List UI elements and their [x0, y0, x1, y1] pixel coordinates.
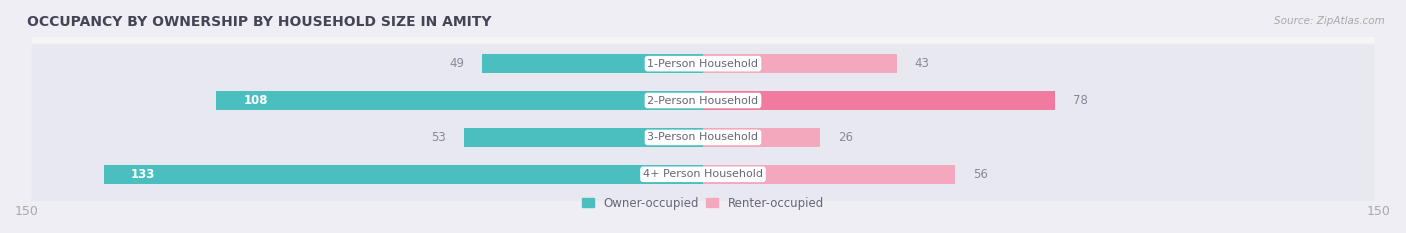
- Text: 43: 43: [915, 57, 929, 70]
- Text: 56: 56: [973, 168, 988, 181]
- Text: OCCUPANCY BY OWNERSHIP BY HOUSEHOLD SIZE IN AMITY: OCCUPANCY BY OWNERSHIP BY HOUSEHOLD SIZE…: [27, 15, 492, 29]
- Bar: [703, 165, 956, 184]
- Text: 133: 133: [131, 168, 155, 181]
- Text: 53: 53: [432, 131, 446, 144]
- Text: 4+ Person Household: 4+ Person Household: [643, 169, 763, 179]
- Text: 78: 78: [1073, 94, 1087, 107]
- Text: 1-Person Household: 1-Person Household: [648, 59, 758, 69]
- Text: 3-Person Household: 3-Person Household: [648, 132, 758, 142]
- Bar: [703, 128, 820, 147]
- Text: 108: 108: [243, 94, 267, 107]
- FancyBboxPatch shape: [31, 0, 1375, 231]
- Text: 2-Person Household: 2-Person Household: [647, 96, 759, 106]
- FancyBboxPatch shape: [31, 7, 1375, 233]
- Bar: [482, 54, 703, 73]
- FancyBboxPatch shape: [31, 44, 1375, 233]
- Bar: [703, 54, 897, 73]
- Text: 26: 26: [838, 131, 853, 144]
- Bar: [464, 128, 703, 147]
- Text: 49: 49: [449, 57, 464, 70]
- Bar: [217, 91, 703, 110]
- Bar: [104, 165, 703, 184]
- FancyBboxPatch shape: [31, 0, 1375, 194]
- Bar: [703, 91, 1054, 110]
- Legend: Owner-occupied, Renter-occupied: Owner-occupied, Renter-occupied: [578, 192, 828, 215]
- Text: Source: ZipAtlas.com: Source: ZipAtlas.com: [1274, 16, 1385, 26]
